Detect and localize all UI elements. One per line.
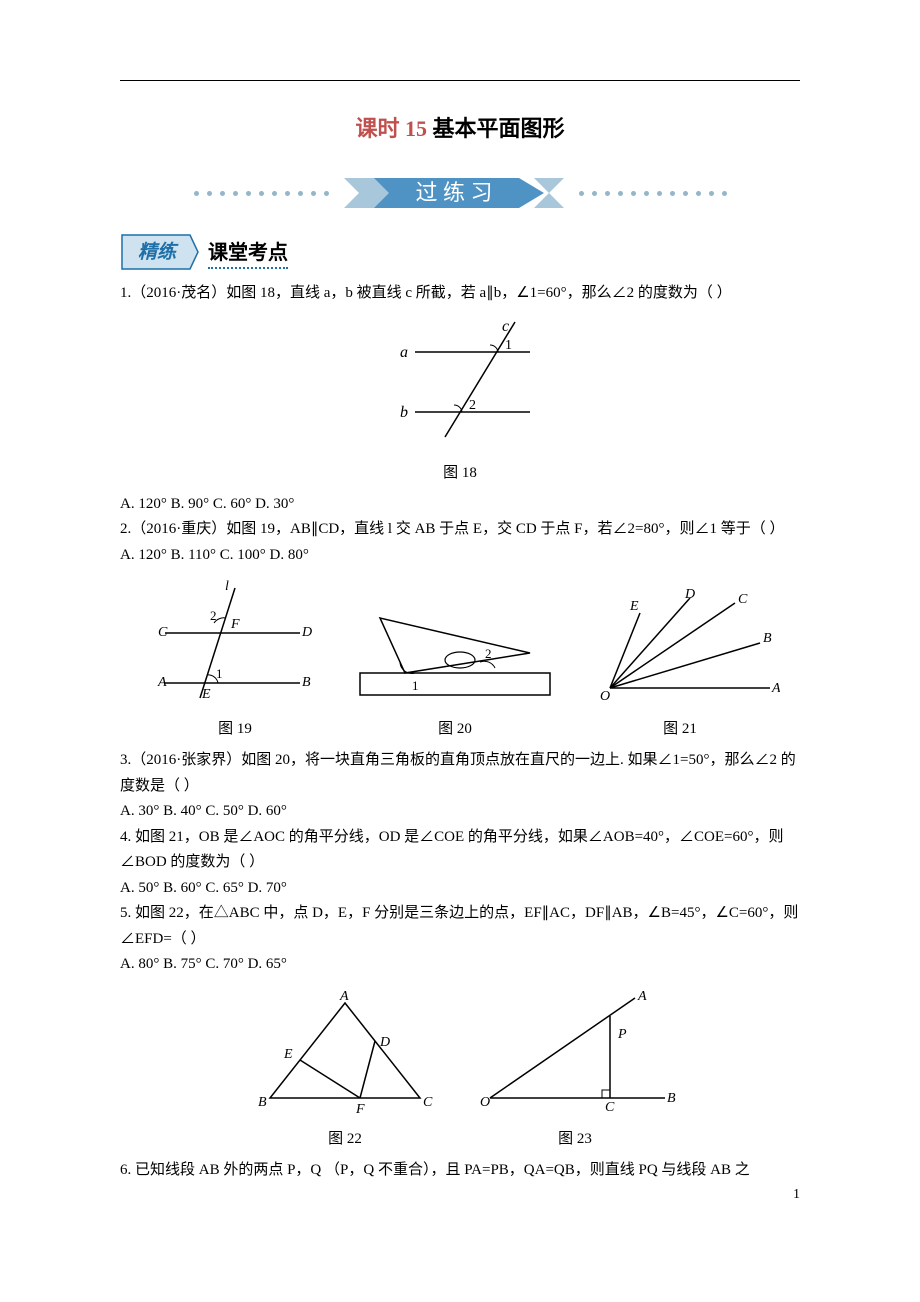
svg-text:C: C — [423, 1095, 433, 1110]
figure-18: a b c 1 2 图 18 — [120, 317, 800, 482]
q5-text: 5. 如图 22，在△ABC 中，点 D，E，F 分别是三条边上的点，EF∥AC… — [120, 901, 800, 952]
dots-right — [579, 191, 727, 196]
title-red: 课时 15 — [355, 116, 427, 141]
svg-text:C: C — [158, 625, 168, 640]
svg-text:C: C — [738, 592, 748, 607]
q3-options: A. 30° B. 40° C. 50° D. 60° — [120, 799, 800, 825]
ribbon: 过 练 习 — [344, 173, 564, 213]
svg-text:F: F — [230, 617, 240, 632]
svg-text:A: A — [637, 989, 647, 1004]
svg-text:P: P — [617, 1027, 627, 1042]
svg-text:D: D — [684, 588, 695, 602]
figure-22: A B C E D F 图 22 — [240, 988, 450, 1148]
svg-text:O: O — [600, 689, 610, 704]
page: 课时 15 基本平面图形 过 练 习 精练 课堂考点 1.（2016·茂名）如图… — [0, 0, 920, 1223]
page-number: 1 — [793, 1187, 800, 1203]
figure-19: l C D A B F E 2 1 图 19 — [140, 578, 330, 738]
svg-text:1: 1 — [412, 678, 419, 693]
svg-text:1: 1 — [216, 666, 223, 681]
banner-text: 过 练 习 — [415, 180, 492, 205]
figure-22-caption: 图 22 — [240, 1127, 450, 1148]
figure-18-caption: 图 18 — [120, 461, 800, 482]
title-black: 基本平面图形 — [433, 116, 565, 141]
figure-23: O A B P C 图 23 — [470, 988, 680, 1148]
svg-text:D: D — [301, 625, 312, 640]
svg-text:O: O — [480, 1095, 490, 1110]
q2-options: A. 120° B. 110° C. 100° D. 80° — [120, 543, 800, 569]
svg-text:2: 2 — [210, 608, 217, 623]
q2-text: 2.（2016·重庆）如图 19，AB∥CD，直线 l 交 AB 于点 E，交 … — [120, 517, 800, 543]
svg-text:A: A — [771, 681, 780, 696]
svg-text:B: B — [302, 675, 311, 690]
top-divider — [120, 80, 800, 81]
figures-22-23: A B C E D F 图 22 O A B P C 图 23 — [120, 988, 800, 1148]
q5-options: A. 80° B. 75° C. 70° D. 65° — [120, 952, 800, 978]
q1-text: 1.（2016·茂名）如图 18，直线 a，b 被直线 c 所截，若 a∥b，∠… — [120, 281, 800, 307]
figure-20: 1 2 图 20 — [350, 588, 560, 738]
svg-text:E: E — [201, 687, 211, 702]
svg-text:b: b — [400, 404, 408, 421]
svg-text:B: B — [667, 1091, 676, 1106]
svg-text:c: c — [502, 318, 509, 335]
page-title: 课时 15 基本平面图形 — [120, 111, 800, 143]
q3-text: 3.（2016·张家界）如图 20，将一块直角三角板的直角顶点放在直尺的一边上.… — [120, 748, 800, 799]
svg-text:D: D — [379, 1035, 390, 1050]
figure-21-caption: 图 21 — [580, 717, 780, 738]
svg-text:E: E — [629, 599, 639, 614]
svg-text:1: 1 — [505, 338, 512, 353]
section-heading: 课堂考点 — [208, 236, 288, 269]
svg-text:A: A — [339, 989, 349, 1004]
svg-text:B: B — [258, 1095, 267, 1110]
figure-23-caption: 图 23 — [470, 1127, 680, 1148]
svg-text:B: B — [763, 631, 772, 646]
figure-19-caption: 图 19 — [140, 717, 330, 738]
exercises-banner: 过 练 习 — [120, 173, 800, 213]
svg-text:l: l — [225, 579, 229, 594]
svg-text:2: 2 — [469, 398, 476, 413]
q4-text: 4. 如图 21，OB 是∠AOC 的角平分线，OD 是∠COE 的角平分线，如… — [120, 825, 800, 876]
svg-text:E: E — [283, 1047, 293, 1062]
q1-options: A. 120° B. 90° C. 60° D. 30° — [120, 492, 800, 518]
svg-text:2: 2 — [485, 646, 492, 661]
q4-options: A. 50° B. 60° C. 65° D. 70° — [120, 876, 800, 902]
svg-text:F: F — [355, 1102, 365, 1117]
section-header: 精练 课堂考点 — [120, 233, 800, 271]
svg-text:C: C — [605, 1100, 615, 1115]
badge-icon: 精练 — [120, 233, 200, 271]
figure-21: O A B C D E 图 21 — [580, 588, 780, 738]
svg-text:a: a — [400, 344, 408, 361]
figure-20-caption: 图 20 — [350, 717, 560, 738]
svg-text:A: A — [157, 675, 167, 690]
q6-text: 6. 已知线段 AB 外的两点 P，Q （P，Q 不重合），且 PA=PB，QA… — [120, 1158, 800, 1184]
figures-19-20-21: l C D A B F E 2 1 图 19 1 2 — [120, 578, 800, 738]
badge-label: 精练 — [138, 241, 179, 263]
dots-left — [194, 191, 329, 196]
